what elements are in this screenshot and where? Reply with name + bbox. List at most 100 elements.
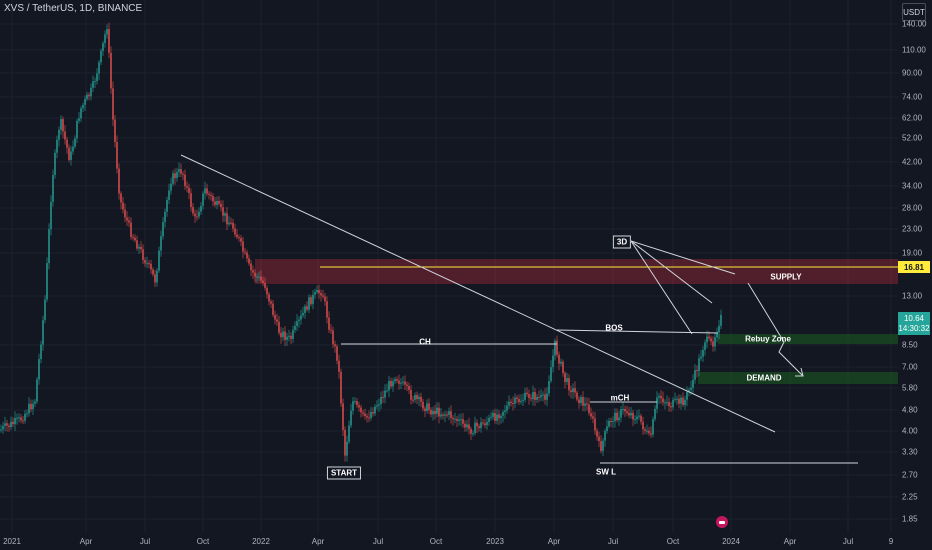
candle-body [482,422,484,424]
3d-label[interactable]: 3D [612,235,632,249]
candle-body [214,201,216,205]
candle-body [624,408,626,412]
candle-body [412,399,414,401]
candle-body [490,416,492,418]
candle-body [272,303,274,315]
candle-body [616,412,618,421]
candle-body [56,139,58,153]
candle-body [152,269,154,275]
candle-body [582,397,584,406]
rebuy-zone[interactable] [718,334,898,344]
supply-zone[interactable] [255,259,898,284]
candle-body [126,217,128,221]
candle-body [98,62,100,74]
candle-body [320,293,322,296]
candle-body [140,246,142,250]
candle-body [366,415,368,418]
price-tick-label: 7.00 [902,362,918,372]
candle-body [504,410,506,412]
candle-body [334,344,336,347]
candle-body [564,373,566,382]
candle-body [254,272,256,277]
candle-body [162,221,164,237]
symbol-title[interactable]: XVS / TetherUS, 1D, BINANCE [4,3,143,14]
candle-body [510,401,512,404]
demand-label[interactable]: DEMAND [746,373,782,383]
candle-body [70,151,72,160]
candle-body [40,344,42,360]
descending-trendline[interactable] [180,154,776,433]
candle-body [316,290,318,293]
projection-line-b[interactable] [630,240,713,304]
candle-body [176,171,178,179]
swing-low-label[interactable]: SW L [596,467,616,477]
time-tick-label: Apr [311,537,325,546]
bos-label[interactable]: BOS [605,323,623,333]
candle-body [368,417,370,419]
currency-button[interactable]: USDT [902,3,926,21]
drawings [180,154,858,464]
candle-body [18,417,20,419]
supply-label[interactable]: SUPPLY [770,272,802,282]
candle-body [678,398,680,404]
candle-body [252,270,254,273]
candle-body [178,169,180,172]
candle-body [138,246,140,249]
time-tick-label: Jul [139,537,151,546]
projection-line-c[interactable] [630,240,736,275]
candle-body [250,263,252,271]
candle-body [90,87,92,97]
candle-body [134,237,136,241]
bos-line[interactable] [556,329,719,334]
time-tick-label: Oct [666,537,680,546]
candle-body [304,306,306,313]
us-flag-event-icon[interactable] [716,516,728,528]
candle-body [170,183,172,191]
candle-body [296,321,298,326]
candle-body [404,381,406,385]
candle-body [486,421,488,426]
candle-body [106,29,108,35]
candle-body [534,392,536,400]
candle-body [78,118,80,121]
candle-body [668,402,670,407]
candle-body [626,411,628,413]
candle-body [660,395,662,399]
candle-body [208,193,210,195]
candle-body [280,332,282,338]
candle-body [604,431,606,441]
candle-body [300,315,302,320]
candle-body [76,120,78,139]
price-tick-label: 62.00 [902,113,923,123]
candle-body [632,412,634,420]
candle-body [306,306,308,310]
candle-body [8,425,10,428]
candle-body [546,393,548,400]
demand-zone[interactable] [698,372,898,384]
projection-path-arrow[interactable] [747,282,804,377]
candle-body [46,263,48,300]
candle-body [672,399,674,408]
candle-body [570,390,572,393]
candle-body [108,29,110,53]
candle-body [142,249,144,261]
candle-body [198,211,200,217]
candle-body [398,380,400,384]
candle-body [696,370,698,372]
mch-label[interactable]: mCH [610,393,630,403]
projection-line-a[interactable] [630,240,693,335]
candle-body [674,398,676,400]
price-tick-label: 52.00 [902,133,923,143]
time-tick-label: Apr [547,537,561,546]
candle-body [362,412,364,414]
candle-body [712,341,714,347]
candle-body [60,119,62,130]
rebuy-zone-label[interactable]: Rebuy Zone [745,334,791,344]
ch-label[interactable]: CH [419,337,431,347]
time-tick-label: Jul [842,537,854,546]
candle-body [568,378,570,391]
candle-body [264,282,266,288]
candle-body [174,173,176,179]
start-label[interactable]: START [326,466,362,480]
